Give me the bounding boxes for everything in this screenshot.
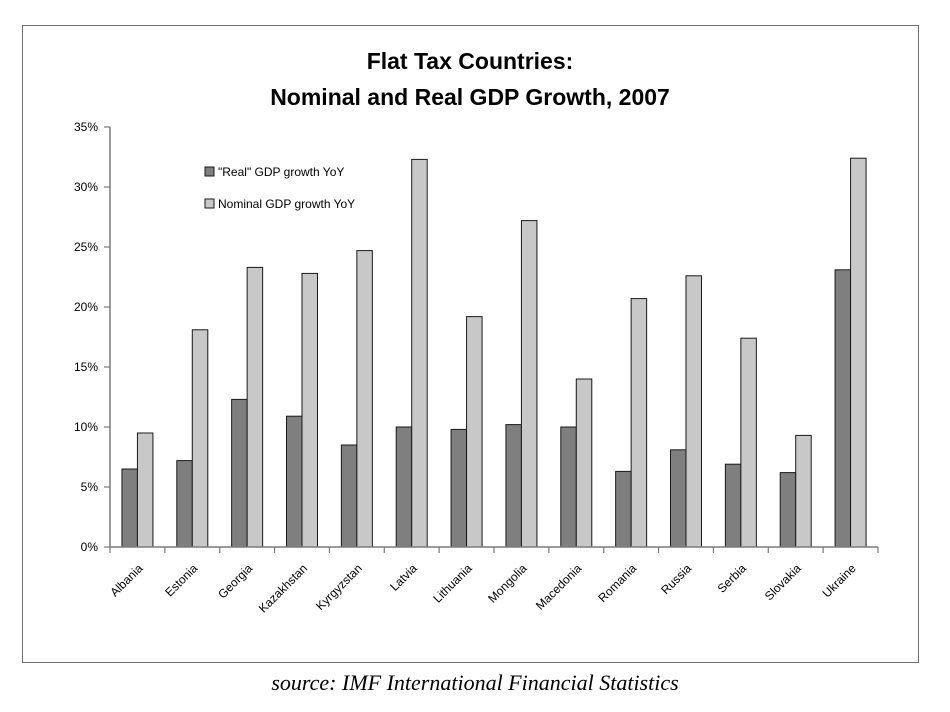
x-tick-label: Ukraine xyxy=(820,561,859,600)
bar-nominal-albania xyxy=(136,432,154,548)
x-tick-label: Macedonia xyxy=(533,561,585,613)
legend: "Real" GDP growth YoY Nominal GDP growth… xyxy=(204,165,355,211)
x-tick-label: Russia xyxy=(658,561,694,597)
bar-real-ukraine xyxy=(834,269,852,548)
bar-real-kyrgyzstan xyxy=(340,444,358,548)
bar-nominal-serbia xyxy=(740,337,757,548)
x-tick-label: Kyrgyzstan xyxy=(313,561,365,613)
bar-real-serbia xyxy=(724,463,742,548)
bar-nominal-latvia xyxy=(411,158,428,548)
bar-nominal-estonia xyxy=(191,329,209,548)
chart-title-line2: Nominal and Real GDP Growth, 2007 xyxy=(270,84,670,110)
bar-real-romania xyxy=(615,470,632,548)
bar-real-russia xyxy=(670,449,687,548)
y-tick-label: 20% xyxy=(74,300,98,314)
bar-real-georgia xyxy=(231,398,248,548)
x-tick-label: Georgia xyxy=(215,561,255,601)
x-axis: Albania Estonia Georgia Kazakhstan Kyrgyzsta… xyxy=(107,546,879,615)
bar-real-macedonia xyxy=(560,426,577,548)
bar-nominal-kyrgyzstan xyxy=(356,250,373,548)
x-tick-label: Romania xyxy=(595,561,639,605)
bar-nominal-macedonia xyxy=(575,378,593,548)
bar-nominal-russia xyxy=(685,275,702,548)
bar-real-mongolia xyxy=(505,424,522,548)
legend-swatch-real xyxy=(204,166,215,177)
x-tick-label: Albania xyxy=(107,561,145,599)
bar-real-lithuania xyxy=(450,428,468,548)
chart-title-line1: Flat Tax Countries: xyxy=(367,48,574,74)
bar-real-slovakia xyxy=(779,472,797,548)
x-tick-label: Slovakia xyxy=(762,561,804,603)
bar-nominal-lithuania xyxy=(466,316,483,548)
legend-swatch-nominal xyxy=(204,198,215,209)
y-tick-label: 0% xyxy=(81,540,99,554)
y-axis: 0% 5% 10% 15% 20% 25% 30% 35% xyxy=(74,120,111,554)
bars xyxy=(121,157,867,548)
bar-nominal-mongolia xyxy=(520,220,538,548)
x-tick-label: Lithuania xyxy=(430,561,475,606)
bar-nominal-romania xyxy=(630,298,648,548)
bar-real-estonia xyxy=(176,460,193,548)
bar-real-latvia xyxy=(395,426,413,548)
x-tick-label: Latvia xyxy=(387,561,420,594)
bar-nominal-kazakhstan xyxy=(301,272,318,548)
source-note: source: IMF International Financial Stat… xyxy=(271,670,679,695)
x-tick-label: Estonia xyxy=(162,561,200,599)
bar-nominal-ukraine xyxy=(850,157,867,548)
y-tick-label: 10% xyxy=(74,420,98,434)
bar-nominal-slovakia xyxy=(795,434,812,548)
y-tick-label: 25% xyxy=(74,240,98,254)
bar-real-albania xyxy=(121,468,138,548)
y-tick-label: 30% xyxy=(74,180,98,194)
y-tick-label: 35% xyxy=(74,120,98,134)
y-tick-label: 15% xyxy=(74,360,98,374)
x-tick-label: Kazakhstan xyxy=(256,561,310,615)
bar-nominal-georgia xyxy=(246,266,264,548)
x-tick-label: Mongolia xyxy=(485,561,530,606)
legend-label-nominal: Nominal GDP growth YoY xyxy=(218,197,355,211)
bar-real-kazakhstan xyxy=(286,415,303,548)
x-tick-label: Serbia xyxy=(715,561,750,596)
legend-label-real: "Real" GDP growth YoY xyxy=(218,165,344,179)
y-tick-label: 5% xyxy=(81,480,99,494)
